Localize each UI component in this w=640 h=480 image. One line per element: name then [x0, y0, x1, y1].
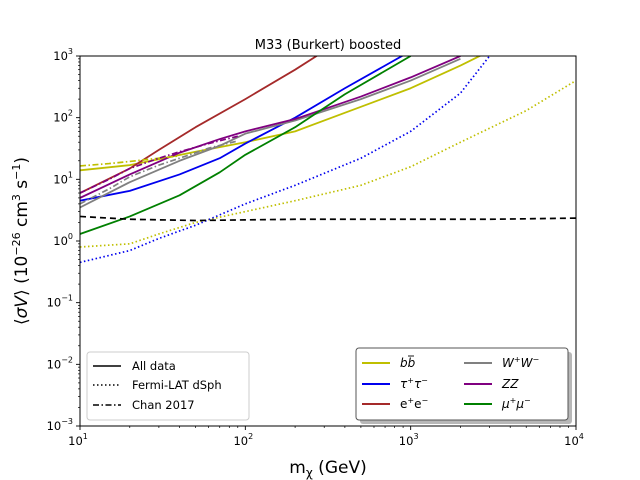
series-bb-fermi	[80, 79, 576, 248]
series-ww-chan	[80, 140, 238, 205]
series-boosted-limit	[80, 215, 576, 222]
series-tau-all	[80, 56, 404, 202]
y-tick-label-4: 101	[53, 170, 73, 186]
y-axis-label: ⟨σV⟩ (10−26 cm3 s−1)	[10, 157, 32, 325]
y-tick-label-5: 102	[53, 109, 73, 125]
legend-label-zz: ZZ	[501, 377, 519, 391]
x-tick-label-2: 103	[399, 432, 419, 448]
series-tau-fermi	[80, 56, 491, 264]
axis-layer: 101 102 103 104 10−3 10−2 10−1 100 101 102 103	[47, 47, 584, 448]
legend-label-bb: bb	[400, 356, 416, 370]
x-axis-label: mχ (GeV)	[289, 458, 366, 480]
legend-label-all-data: All data	[132, 359, 176, 373]
series-zz-chan	[80, 135, 238, 194]
legend-label-ee: e+e−	[400, 396, 428, 411]
legend-label-fermi: Fermi-LAT dSph	[132, 378, 222, 392]
series-layer	[80, 56, 576, 264]
series-ww-all	[80, 57, 461, 209]
series-mumu-all	[80, 56, 412, 235]
legend-label-chan: Chan 2017	[132, 398, 195, 412]
legend-styles: All data Fermi-LAT dSph Chan 2017	[86, 351, 250, 421]
series-zz-all	[80, 56, 461, 199]
legend-styles-frame	[86, 351, 250, 421]
legend-label-mumu: μ+μ−	[501, 396, 531, 411]
x-tick-label-1: 102	[233, 432, 253, 448]
y-tick-label-2: 10−1	[47, 294, 73, 310]
legend-channels-frame	[355, 347, 569, 421]
y-tick-label-0: 10−3	[47, 417, 73, 433]
y-tick-label-1: 10−2	[47, 355, 73, 371]
x-tick-label-3: 104	[564, 432, 584, 448]
x-tick-label-0: 101	[68, 432, 88, 448]
legend-channels: bb τ+τ− e+e− W+W− ZZ μ+μ−	[355, 347, 572, 424]
legend-label-tautau: τ+τ−	[400, 376, 428, 391]
legend-label-ww: W+W−	[502, 355, 539, 370]
chart-title: M33 (Burkert) boosted	[255, 38, 401, 53]
y-tick-label-6: 103	[53, 47, 73, 63]
y-tick-label-3: 100	[53, 232, 73, 248]
